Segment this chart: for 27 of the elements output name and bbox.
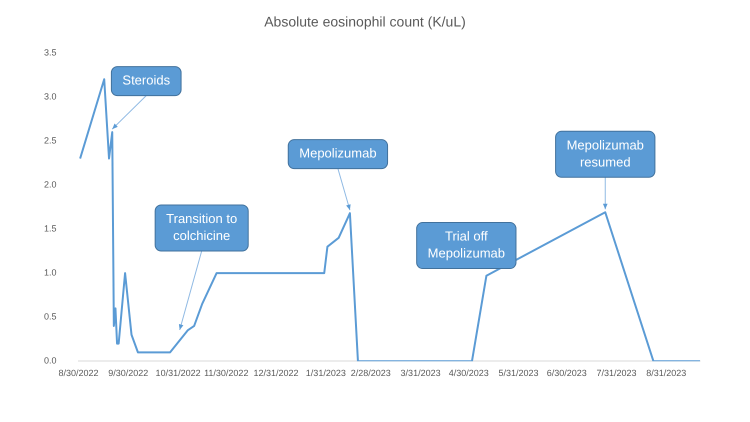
x-tick-label: 1/31/2023 bbox=[306, 368, 346, 378]
x-tick-label: 8/31/2023 bbox=[646, 368, 686, 378]
y-tick-label: 2.0 bbox=[44, 179, 57, 190]
x-tick-label: 8/30/2022 bbox=[58, 368, 99, 378]
y-tick-label: 3.5 bbox=[44, 47, 57, 58]
x-tick-label: 2/28/2023 bbox=[350, 368, 391, 378]
y-tick-label: 0.5 bbox=[44, 312, 57, 322]
y-tick-label: 1.0 bbox=[44, 268, 57, 278]
annotation: Transition to colchicine bbox=[166, 211, 238, 244]
y-tick-label: 0.0 bbox=[44, 356, 57, 366]
y-tick-label: 2.5 bbox=[44, 135, 57, 146]
annotation: Steroids bbox=[122, 72, 171, 88]
x-tick-label: 9/30/2022 bbox=[108, 368, 148, 378]
annotation: Mepolizumab bbox=[299, 146, 377, 161]
x-tick-label: 5/31/2023 bbox=[498, 368, 539, 378]
annotation: Mepolizumab resumed bbox=[566, 137, 644, 170]
x-tick-label: 3/31/2023 bbox=[400, 368, 441, 378]
y-tick-label: 3.0 bbox=[44, 91, 57, 102]
annotation: Trial off Mepolizumab bbox=[428, 228, 505, 261]
x-tick-label: 10/31/2022 bbox=[156, 368, 201, 378]
x-tick-label: 6/30/2023 bbox=[546, 368, 587, 378]
x-tick-label: 11/30/2022 bbox=[204, 368, 248, 378]
chart-title: Absolute eosinophil count (K/uL) bbox=[264, 13, 466, 30]
x-tick-label: 4/30/2023 bbox=[448, 368, 489, 378]
x-tick-label: 7/31/2023 bbox=[596, 368, 637, 378]
y-tick-label: 1.5 bbox=[44, 224, 57, 234]
x-tick-label: 12/31/2022 bbox=[254, 368, 299, 378]
